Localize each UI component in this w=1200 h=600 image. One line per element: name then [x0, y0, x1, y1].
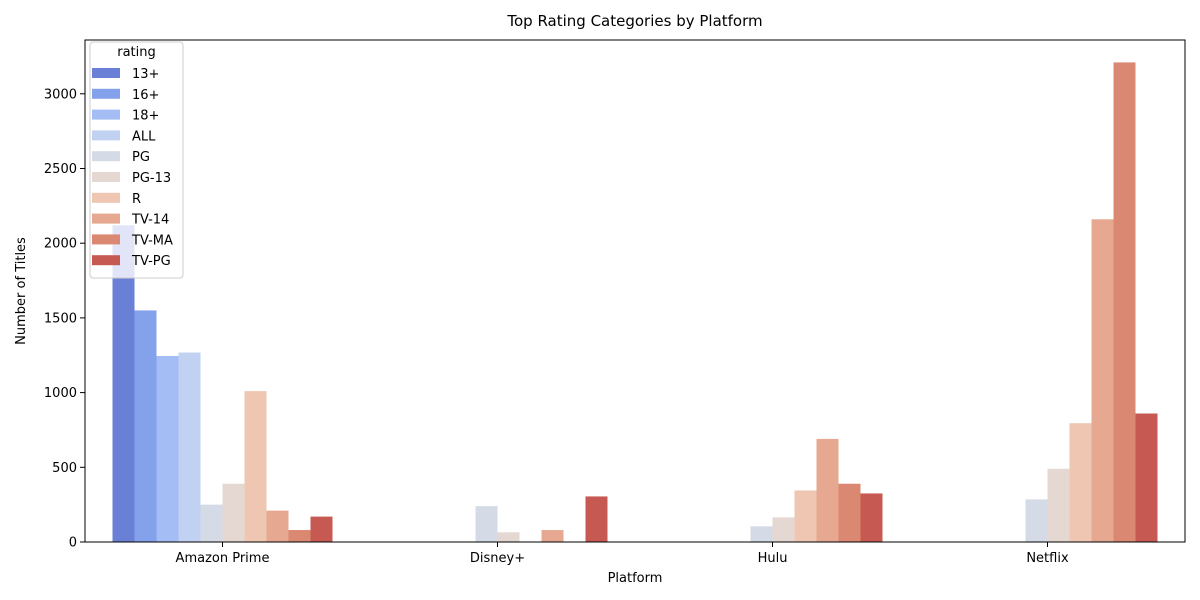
legend-swatch: [92, 109, 120, 120]
legend-items: 13+ 16+ 18+ ALL PG PG-13 R TV-14 TV-MA TV-PG: [92, 67, 173, 269]
y-tick-label: 2000: [44, 237, 77, 252]
bar-tvpg-1: [585, 496, 608, 542]
bar-pg13-0: [222, 483, 245, 542]
legend-swatch: [92, 88, 120, 99]
legend-label: PG: [132, 150, 150, 165]
y-tick-label: 500: [52, 461, 77, 476]
bar-r-0: [244, 391, 267, 542]
legend-label: R: [132, 192, 141, 207]
x-tick-label: Disney+: [470, 551, 525, 566]
bar-tv14-3: [1091, 219, 1114, 543]
bars-group: [112, 62, 1158, 543]
legend-swatch: [92, 255, 120, 266]
bar-tvpg-2: [860, 493, 883, 542]
legend-label: 18+: [132, 109, 159, 124]
legend-swatch: [92, 151, 120, 162]
bar-18-0: [156, 355, 179, 542]
legend-swatch: [92, 234, 120, 245]
legend-swatch: [92, 130, 120, 141]
bar-tvpg-3: [1135, 413, 1158, 542]
plot-frame: [84, 39, 1186, 543]
legend-title: rating: [117, 45, 156, 60]
legend-swatch: [92, 192, 120, 203]
bar-r-2: [794, 490, 817, 542]
bar-pg13-2: [772, 517, 795, 542]
bar-r-3: [1069, 423, 1092, 542]
bar-tv14-1: [541, 530, 564, 542]
y-tick-label: 2500: [44, 162, 77, 177]
bar-16-0: [134, 310, 157, 542]
bar-tvma-3: [1113, 62, 1136, 543]
legend: rating 13+ 16+ 18+ ALL PG PG-13 R TV-14 TV-MA TV-…: [89, 41, 184, 279]
x-axis-label: Platform: [608, 571, 663, 586]
bar-pg13-1: [497, 532, 520, 542]
legend-label: TV-PG: [131, 254, 171, 269]
y-tick-label: 0: [69, 536, 77, 551]
bar-pg-1: [475, 506, 498, 542]
bar-all-0: [178, 352, 201, 542]
bar-tvma-2: [838, 483, 861, 542]
legend-swatch: [92, 68, 120, 78]
bar-tvpg-0: [310, 516, 333, 542]
bar-tvma-0: [288, 530, 311, 542]
legend-label: TV-MA: [131, 233, 173, 248]
legend-label: 16+: [132, 88, 159, 103]
y-axis-label: Number of Titles: [14, 237, 29, 345]
bar-pg-3: [1025, 499, 1048, 542]
bar-tv14-0: [266, 510, 289, 542]
legend-swatch: [92, 213, 120, 224]
y-axis-ticks: 0 500 1000 1500 2000 2500 3000: [44, 87, 85, 551]
x-tick-label: Netflix: [1026, 551, 1069, 566]
bar-pg-0: [200, 504, 223, 542]
legend-label: 13+: [132, 67, 159, 82]
x-tick-label: Hulu: [758, 551, 788, 566]
chart-title: Top Rating Categories by Platform: [506, 12, 762, 30]
bar-tv14-2: [816, 438, 839, 542]
bar-pg13-3: [1047, 468, 1070, 542]
y-tick-label: 1500: [44, 311, 77, 326]
legend-label: ALL: [132, 129, 156, 144]
legend-swatch: [92, 172, 120, 182]
y-tick-label: 1000: [44, 386, 77, 401]
x-tick-label: Amazon Prime: [176, 551, 270, 566]
bar-pg-2: [750, 526, 773, 542]
x-axis-ticks: Amazon Prime Disney+ Hulu Netflix: [176, 542, 1069, 566]
legend-label: PG-13: [132, 171, 171, 186]
legend-label: TV-14: [131, 213, 169, 228]
bar-13-0: [112, 225, 135, 542]
y-tick-label: 3000: [44, 87, 77, 102]
